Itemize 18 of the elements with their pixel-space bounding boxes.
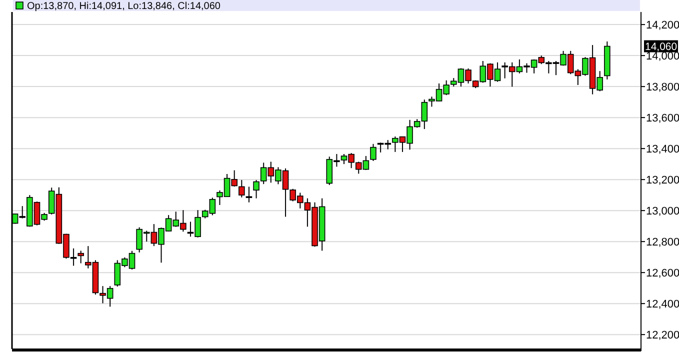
y-tick-label: 13,200: [646, 174, 679, 186]
y-tick-label: 12,400: [646, 298, 679, 310]
annotation: Op:13,870, Hi:14,091, Lo:13,846, Cl:14,060: [27, 1, 221, 12]
candlestick: [253, 180, 260, 199]
y-tick-label: 14,000: [646, 50, 679, 62]
y-tick-label: 13,000: [646, 205, 679, 218]
candlestick: [78, 250, 84, 264]
y-tick-label: 14,200: [646, 19, 679, 32]
text: 14,060: [645, 40, 678, 53]
y-tick-label: 12,800: [646, 236, 679, 248]
candlestick: [238, 180, 245, 198]
candlestick: [246, 186, 252, 203]
y-tick-label: 12,600: [646, 267, 679, 280]
y-tick-label: 13,400: [646, 143, 679, 156]
y-tick-label: 13,600: [646, 112, 679, 124]
y-tick-label: 12,200: [646, 329, 679, 342]
candlestick: [370, 143, 376, 162]
y-tick-label: 13,800: [646, 81, 679, 94]
